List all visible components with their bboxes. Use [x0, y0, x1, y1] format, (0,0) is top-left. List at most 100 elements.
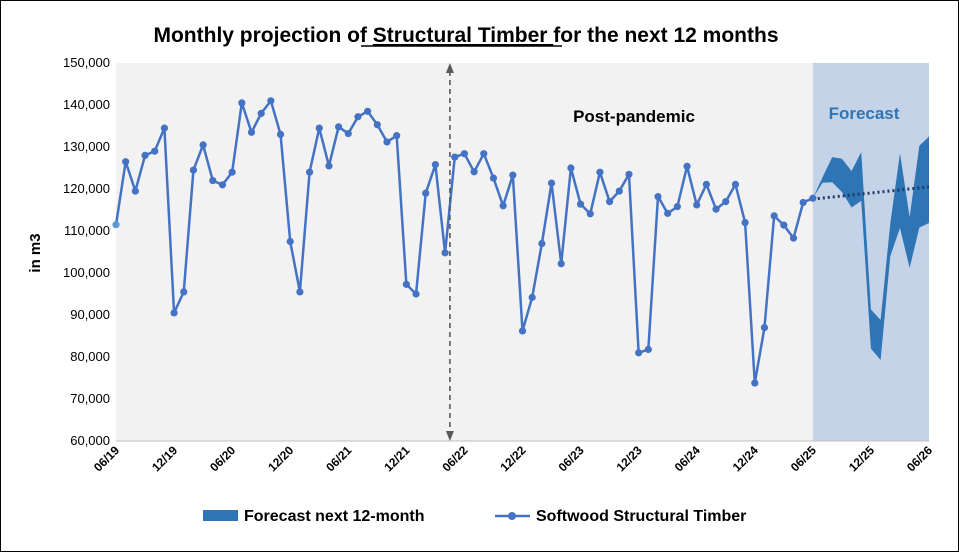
data-point	[305, 168, 314, 176]
post-pandemic-annotation: Post-pandemic	[573, 107, 695, 126]
data-point	[799, 198, 807, 207]
data-point	[151, 147, 159, 155]
data-point	[499, 202, 507, 210]
data-point	[693, 201, 701, 209]
data-point	[644, 345, 652, 354]
data-point	[770, 212, 778, 220]
data-point	[489, 174, 498, 182]
y-tick-label: 90,000	[70, 307, 110, 322]
y-tick-label: 60,000	[70, 433, 110, 448]
data-point	[238, 99, 246, 107]
x-tick-label: 12/19	[149, 443, 180, 474]
data-point	[664, 209, 672, 217]
data-point	[393, 132, 401, 140]
legend-series-label: Softwood Structural Timber	[536, 508, 746, 525]
x-tick-label: 06/22	[439, 443, 470, 474]
data-point	[354, 113, 362, 121]
data-point	[518, 327, 527, 335]
data-point	[538, 240, 546, 248]
data-point	[228, 168, 236, 176]
chart-title-part-3: for the next 12 months	[553, 24, 778, 47]
data-point	[741, 219, 749, 227]
data-point	[557, 260, 565, 268]
data-point	[276, 130, 285, 138]
pandemic-arrow-up	[445, 63, 454, 73]
data-point	[431, 161, 439, 169]
data-point	[509, 171, 517, 179]
x-tick-label: 12/22	[497, 443, 528, 474]
data-point	[267, 97, 275, 105]
data-point	[586, 210, 594, 218]
data-point	[218, 181, 227, 189]
data-point	[722, 198, 730, 206]
data-point	[315, 124, 323, 132]
data-point	[654, 192, 662, 201]
data-point	[335, 123, 343, 131]
forecast-band	[812, 136, 929, 360]
forecast-annotation: Forecast	[829, 104, 900, 123]
data-point	[615, 187, 623, 195]
data-point	[789, 234, 798, 242]
y-tick-label: 110,000	[64, 223, 110, 238]
data-point	[712, 205, 720, 213]
data-point	[189, 166, 198, 174]
data-point	[625, 170, 633, 178]
data-point	[344, 129, 352, 138]
x-tick-label: 06/25	[788, 443, 819, 474]
pandemic-arrow-down	[445, 431, 454, 441]
data-point	[141, 151, 149, 159]
legend-forecast-label: Forecast next 12-month	[244, 508, 424, 525]
data-point	[780, 221, 788, 229]
data-point	[480, 150, 488, 158]
x-tick-label: 06/23	[556, 443, 587, 474]
data-point	[606, 198, 614, 206]
data-point	[460, 150, 469, 158]
data-point	[451, 153, 459, 161]
data-point	[576, 200, 585, 208]
data-point	[170, 309, 178, 317]
y-tick-label: 70,000	[70, 391, 110, 406]
x-tick-label: 06/21	[323, 443, 354, 474]
data-point	[673, 203, 681, 211]
x-tick-label: 12/20	[265, 443, 296, 474]
data-point	[809, 194, 817, 202]
legend-forecast-swatch	[203, 510, 238, 521]
data-point	[160, 124, 168, 132]
data-point	[131, 187, 139, 195]
y-tick-label: 80,000	[70, 349, 110, 364]
data-point	[402, 280, 410, 288]
x-tick-label: 06/20	[207, 443, 238, 474]
data-point	[247, 128, 256, 136]
y-tick-label: 130,000	[63, 139, 110, 154]
data-point	[325, 162, 333, 170]
chart-title-part-1: Monthly projection of	[153, 24, 372, 47]
data-point	[441, 249, 449, 257]
data-point	[286, 237, 294, 246]
data-point	[760, 324, 769, 332]
data-point	[296, 288, 304, 296]
data-point	[122, 158, 130, 166]
x-tick-label: 12/23	[614, 443, 645, 474]
chart-title: Monthly projection of Structural Timber …	[153, 24, 778, 47]
data-point	[209, 177, 217, 185]
data-point	[199, 141, 207, 149]
legend-series-marker	[508, 512, 516, 520]
data-point	[547, 179, 556, 187]
y-tick-label: 150,000	[63, 55, 110, 70]
data-point	[257, 109, 265, 117]
data-point	[751, 379, 759, 387]
data-point	[683, 162, 691, 170]
data-point	[635, 349, 643, 357]
data-point	[373, 121, 381, 129]
data-point	[470, 168, 478, 176]
data-point	[422, 189, 430, 197]
data-point	[383, 138, 391, 146]
x-tick-label: 06/26	[904, 443, 935, 474]
y-tick-label: 140,000	[63, 97, 110, 112]
data-point	[567, 164, 575, 172]
data-point	[112, 221, 120, 229]
x-tick-label: 12/21	[381, 443, 412, 474]
data-point	[596, 168, 604, 176]
y-axis-label: in m3	[27, 233, 44, 272]
